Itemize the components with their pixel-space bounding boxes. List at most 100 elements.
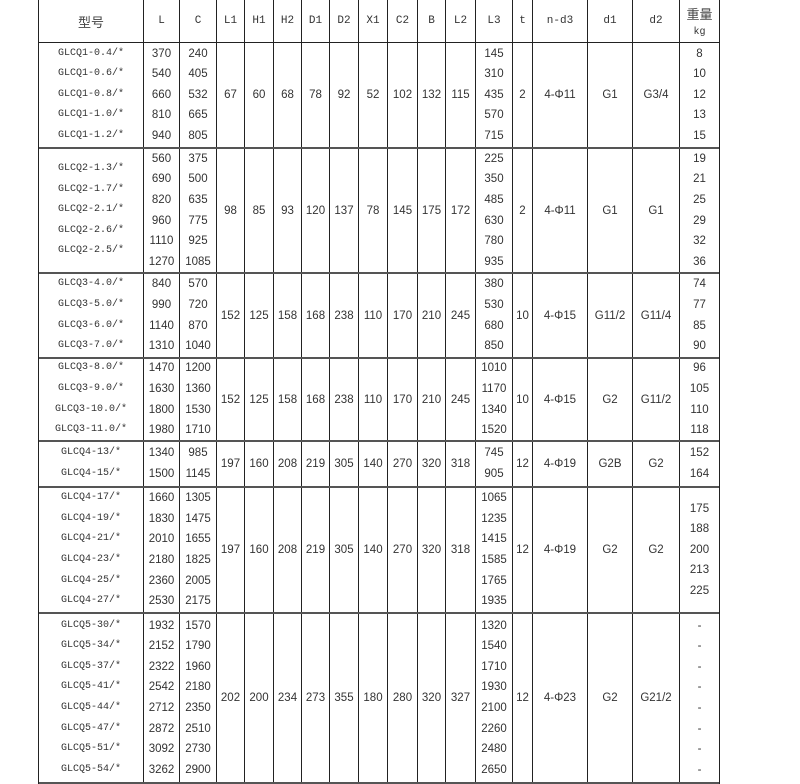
cell-value: G1 [602,204,618,217]
cell-value: 2152 [148,640,175,653]
cell-value: 208 [277,544,298,556]
cell-value: 25 [693,193,706,206]
header-label: X1 [366,15,380,27]
model-name: GLCQ4-15/* [60,468,121,479]
cell-l1: 197 [217,488,245,612]
cell-d1: G2B [588,442,633,486]
cell-value: 78 [309,89,322,101]
cell-c: 1570 1790 1960 2180 2350 2510 2730 2900 [180,614,217,782]
model-name: GLCQ1-0.8/* [57,88,124,100]
cell-weight: 8 10 12 13 15 [680,43,719,147]
cell-value: 305 [334,544,354,556]
model-name: GLCQ1-0.4/* [57,47,124,59]
cell-d2: 137 [330,149,359,272]
cell-d1: G2 [588,488,633,612]
model-name: GLCQ4-23/* [60,554,121,565]
cell-value: 2 [519,89,526,101]
cell-value: 1310 [148,340,175,353]
cell-value: 19 [693,152,706,165]
header-label: D1 [308,15,323,27]
cell-value: 375 [188,152,208,165]
cell-value: 32 [693,235,706,248]
cell-value: 905 [484,468,504,480]
cell-d1: 78 [302,43,330,147]
cell-value: 1935 [481,595,507,608]
model-name: GLCQ4-27/* [60,595,121,607]
cell-x1: 52 [359,43,388,147]
cell-value: 665 [188,109,208,122]
cell-l1: 152 [217,274,245,357]
cell-value: 12 [516,544,529,556]
model-name: GLCQ3-5.0/* [57,298,124,310]
cell-value: 85 [693,319,706,332]
cell-x1: 110 [359,359,388,440]
model-name: GLCQ5-34/* [60,640,121,652]
header-cell-b: B [418,0,446,42]
model-name: GLCQ5-47/* [60,722,121,734]
cell-weight: - - - - - - - - [680,614,719,782]
cell-value: 164 [689,468,710,480]
cell-value: 2 [519,204,526,217]
cell-l3: 1010 1170 1340 1520 [476,359,513,440]
cell-x1: 110 [359,274,388,357]
model-name: GLCQ4-13/* [60,447,121,459]
cell-b: 210 [418,274,446,357]
cell-nd3: 4-Φ19 [533,488,588,612]
cell-l3: 1065 1235 1415 1585 1765 1935 [476,488,513,612]
cell-value: G11/2 [594,309,626,322]
cell-value: 2180 [185,681,211,694]
cell-value: 234 [277,692,298,704]
cell-value: 380 [484,278,504,291]
cell-d2: 238 [330,359,359,440]
cell-value: 1932 [148,619,175,632]
cell-value: 1475 [185,512,211,525]
cell-value: 840 [151,278,172,291]
model-name: GLCQ2-2.5/* [57,245,124,257]
cell-value: G11/2 [640,393,672,406]
cell-l3: 225 350 485 630 780 935 [476,149,513,272]
cell-l: 840 990 1140 1310 [144,274,180,357]
cell-value: 4-Φ19 [543,544,577,556]
cell-l3: 745 905 [476,442,513,486]
cell-value: 175 [421,204,442,217]
cell-value: 320 [421,544,442,556]
cell-value: 630 [484,214,504,227]
cell-value: 1790 [185,640,211,653]
cell-value: 110 [363,309,383,322]
cell-h1: 60 [245,43,274,147]
cell-d2: G11/2 [633,359,680,440]
cell-d1: G1 [588,43,633,147]
cell-x1: 140 [359,442,388,486]
cell-nd3: 4-Φ11 [533,43,588,147]
cell-t: 12 [513,442,533,486]
cell-value: 225 [484,152,504,165]
cell-h2: 158 [274,359,302,440]
cell-nd3: 4-Φ11 [533,149,588,272]
cell-t: 10 [513,274,533,357]
cell-value: 12 [693,88,706,101]
cell-value: 1570 [185,619,211,632]
cell-h1: 85 [245,149,274,272]
cell-value: - [697,763,702,776]
cell-weight: 74 77 85 90 [680,274,719,357]
header-cell-x1: X1 [359,0,388,42]
cell-value: 2650 [481,763,507,776]
cell-d1: G2 [588,614,633,782]
cell-value: 1765 [481,574,507,587]
cell-value: 780 [484,235,504,248]
cell-value: 273 [305,692,326,704]
cell-value: - [697,640,702,653]
header-label: d2 [649,15,663,27]
cell-value: 660 [151,88,172,101]
cell-d2: 92 [330,43,359,147]
cell-value: 125 [249,393,269,406]
cell-value: G2 [602,544,618,556]
cell-value: 158 [277,309,298,322]
cell-model: GLCQ4-13/* GLCQ4-15/* [39,442,144,486]
cell-l: 1660 1830 2010 2180 2360 2530 [144,488,180,612]
cell-t: 2 [513,43,533,147]
cell-value: 318 [450,544,471,556]
model-name: GLCQ2-2.6/* [57,224,124,236]
cell-value: 1340 [481,403,507,416]
cell-value: 92 [337,89,351,101]
